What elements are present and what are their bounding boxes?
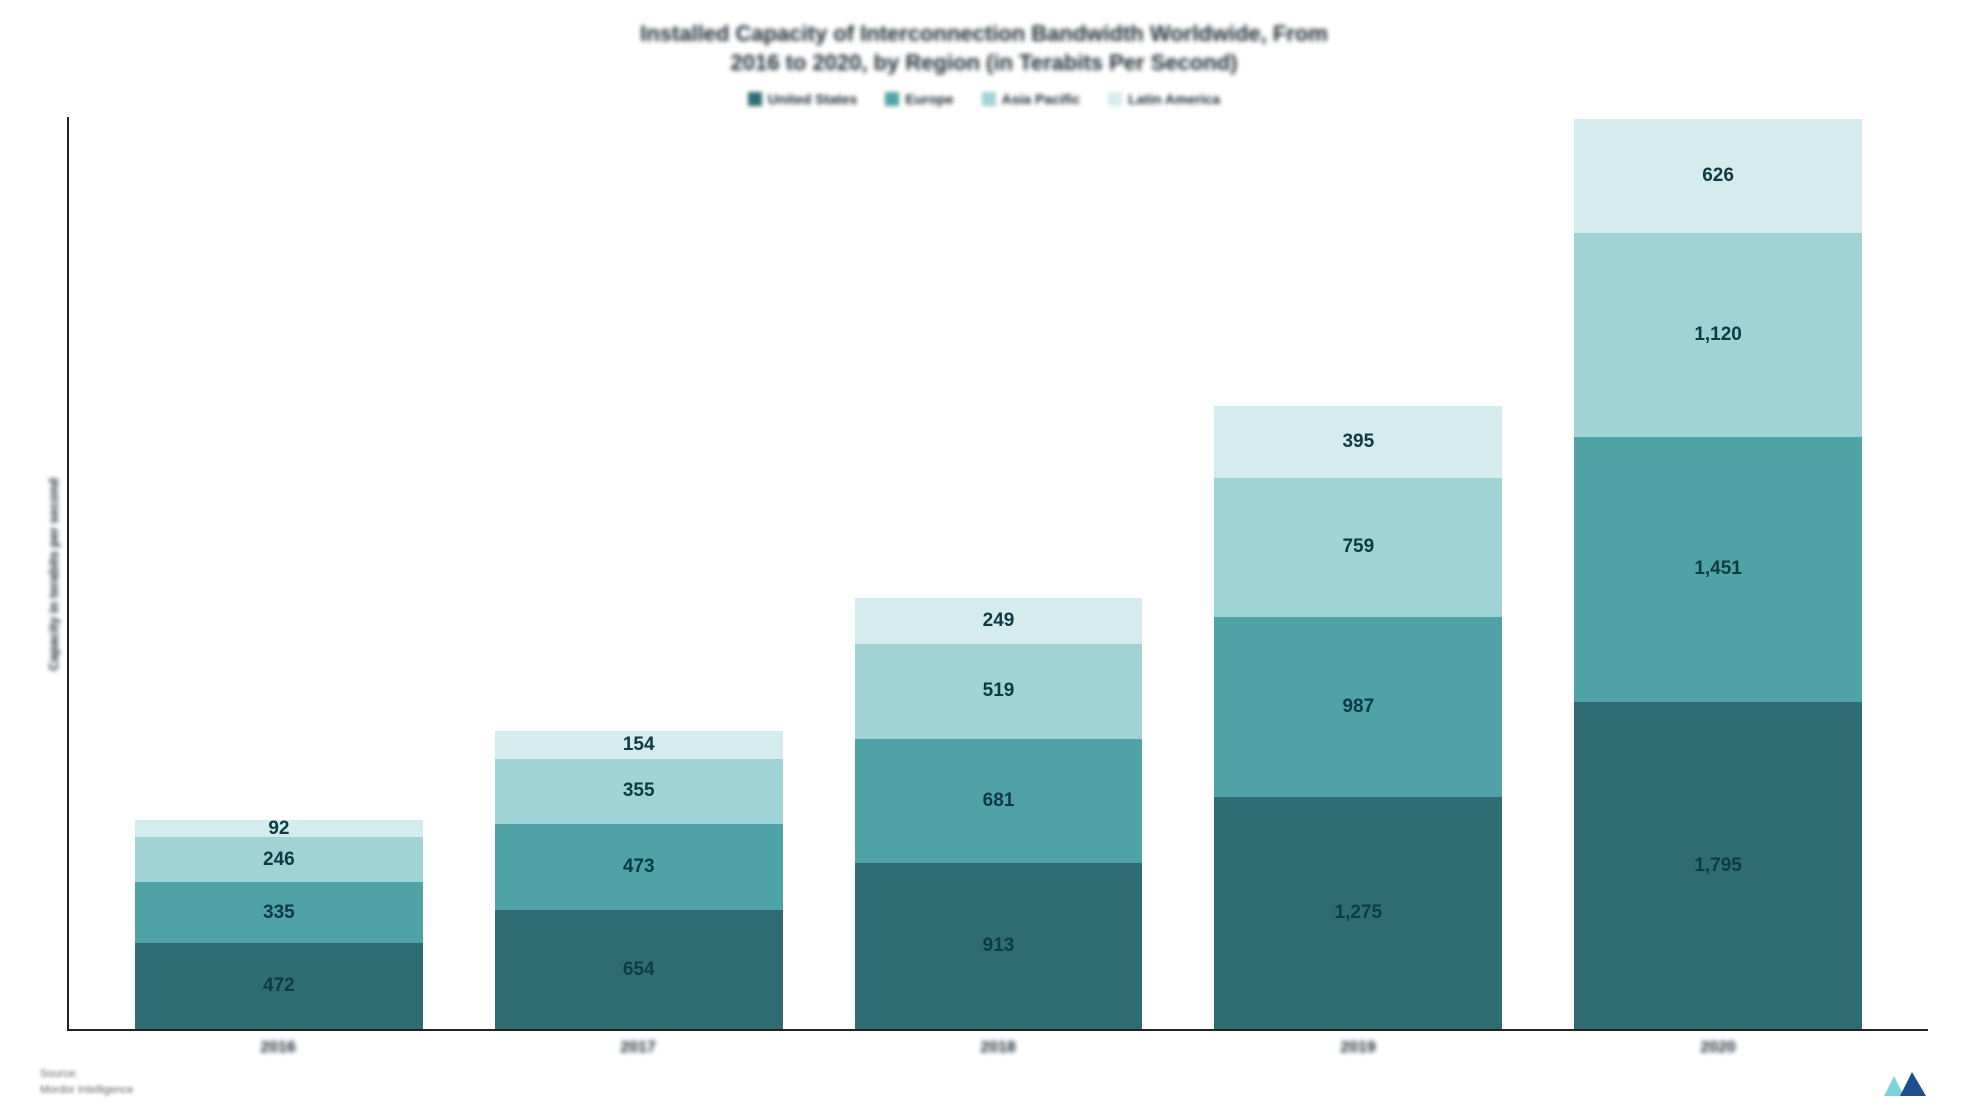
bar-segment: 473 xyxy=(495,824,783,910)
bar-stack-wrap: 913681519249 xyxy=(855,598,1143,1029)
bar-segment: 1,275 xyxy=(1214,797,1502,1030)
bar-group: 654473355154 xyxy=(495,117,783,1029)
title-line-1: Installed Capacity of Interconnection Ba… xyxy=(40,20,1928,49)
bar-segment: 1,120 xyxy=(1574,233,1862,437)
legend-item: Latin America xyxy=(1108,91,1220,107)
bar-stack-wrap: 654473355154 xyxy=(495,731,783,1029)
bar-segment: 92 xyxy=(135,820,423,837)
legend-label: Latin America xyxy=(1128,91,1220,107)
chart-footer: Source: Mordor Intelligence xyxy=(40,1067,1928,1098)
source-line-2: Mordor Intelligence xyxy=(40,1083,134,1098)
mordor-logo-icon xyxy=(1882,1068,1928,1098)
bar-segment: 249 xyxy=(855,598,1143,643)
legend-item: Europe xyxy=(885,91,953,107)
bar-stack-wrap: 47233524692 xyxy=(135,820,423,1029)
bar-group: 913681519249 xyxy=(855,117,1143,1029)
plot-area: 472335246926544733551549136815192491,275… xyxy=(67,117,1928,1031)
bar-segment: 654 xyxy=(495,910,783,1029)
legend-swatch-icon xyxy=(1108,92,1122,106)
bar-segment: 1,451 xyxy=(1574,437,1862,702)
source-attribution: Source: Mordor Intelligence xyxy=(40,1067,134,1098)
bar-segment: 355 xyxy=(495,759,783,824)
x-axis-label: 2018 xyxy=(854,1039,1142,1057)
x-axis-label: 2016 xyxy=(134,1039,422,1057)
source-line-1: Source: xyxy=(40,1067,134,1082)
bar-segment: 626 xyxy=(1574,119,1862,233)
chart-legend: United States Europe Asia Pacific Latin Ame… xyxy=(40,91,1928,107)
bar-segment: 154 xyxy=(495,731,783,759)
legend-swatch-icon xyxy=(982,92,996,106)
x-axis-labels: 2016 2017 2018 2019 2020 xyxy=(68,1031,1928,1057)
bar-group: 1,7951,4511,120626 xyxy=(1574,117,1862,1029)
bar-segment: 681 xyxy=(855,739,1143,863)
bar-segment: 519 xyxy=(855,644,1143,739)
bar-segment: 759 xyxy=(1214,478,1502,616)
bar-segment: 335 xyxy=(135,882,423,943)
x-axis-label: 2020 xyxy=(1574,1039,1862,1057)
legend-label: Asia Pacific xyxy=(1002,91,1081,107)
x-axis-label: 2019 xyxy=(1214,1039,1502,1057)
bar-segment: 472 xyxy=(135,943,423,1029)
legend-swatch-icon xyxy=(748,92,762,106)
legend-label: United States xyxy=(768,91,857,107)
bar-segment: 1,795 xyxy=(1574,702,1862,1029)
bar-stack-wrap: 1,7951,4511,120626 xyxy=(1574,119,1862,1030)
y-axis-label: Capacity in terabits per second xyxy=(40,478,67,671)
x-axis-label: 2017 xyxy=(494,1039,782,1057)
bar-group: 1,275987759395 xyxy=(1214,117,1502,1029)
bar-group: 47233524692 xyxy=(135,117,423,1029)
bar-segment: 913 xyxy=(855,863,1143,1030)
legend-item: United States xyxy=(748,91,857,107)
legend-label: Europe xyxy=(905,91,953,107)
bar-segment: 395 xyxy=(1214,406,1502,478)
bar-stack-wrap: 1,275987759395 xyxy=(1214,406,1502,1029)
title-line-2: 2016 to 2020, by Region (in Terabits Per… xyxy=(40,49,1928,78)
bar-segment: 987 xyxy=(1214,617,1502,797)
bar-segment: 246 xyxy=(135,837,423,882)
legend-swatch-icon xyxy=(885,92,899,106)
chart-title: Installed Capacity of Interconnection Ba… xyxy=(40,20,1928,77)
chart-area: Capacity in terabits per second 47233524… xyxy=(40,117,1928,1031)
legend-item: Asia Pacific xyxy=(982,91,1081,107)
